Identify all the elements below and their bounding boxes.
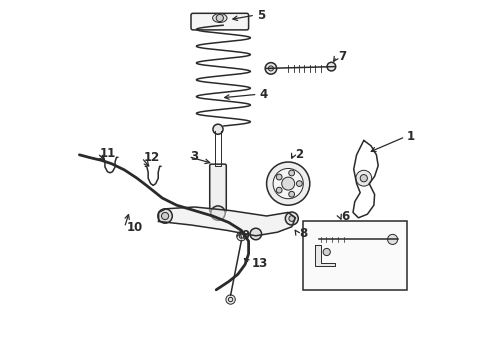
Circle shape — [356, 170, 372, 186]
Text: 4: 4 — [259, 88, 268, 101]
Ellipse shape — [213, 13, 227, 22]
Circle shape — [289, 216, 294, 221]
Circle shape — [276, 187, 282, 193]
Circle shape — [289, 191, 294, 197]
Circle shape — [269, 66, 273, 71]
Text: 8: 8 — [299, 227, 307, 240]
Circle shape — [323, 248, 330, 256]
Circle shape — [327, 62, 336, 71]
Circle shape — [273, 168, 303, 199]
Circle shape — [226, 295, 235, 304]
Text: 5: 5 — [257, 9, 265, 22]
Text: 2: 2 — [295, 148, 303, 161]
Circle shape — [296, 181, 302, 186]
Circle shape — [285, 212, 298, 225]
Circle shape — [360, 175, 368, 182]
Circle shape — [216, 14, 223, 22]
Circle shape — [162, 212, 169, 220]
Bar — [303, 221, 407, 290]
FancyBboxPatch shape — [191, 13, 248, 30]
Circle shape — [213, 124, 223, 134]
Polygon shape — [315, 245, 335, 266]
Circle shape — [265, 63, 277, 74]
Circle shape — [211, 206, 225, 220]
Text: 7: 7 — [339, 50, 347, 63]
Text: 10: 10 — [126, 221, 143, 234]
Circle shape — [267, 162, 310, 205]
Circle shape — [276, 174, 282, 180]
Text: 1: 1 — [407, 130, 415, 143]
Text: 6: 6 — [342, 210, 350, 222]
FancyBboxPatch shape — [210, 164, 226, 212]
Text: 12: 12 — [144, 151, 160, 164]
Circle shape — [158, 209, 172, 223]
Text: 11: 11 — [99, 147, 116, 160]
Circle shape — [250, 228, 262, 240]
Text: 3: 3 — [190, 150, 198, 163]
Circle shape — [388, 234, 398, 244]
Text: 13: 13 — [251, 257, 268, 270]
Circle shape — [282, 177, 294, 190]
Circle shape — [237, 231, 246, 241]
Text: 9: 9 — [242, 229, 249, 242]
Polygon shape — [159, 207, 295, 236]
Circle shape — [289, 170, 294, 176]
